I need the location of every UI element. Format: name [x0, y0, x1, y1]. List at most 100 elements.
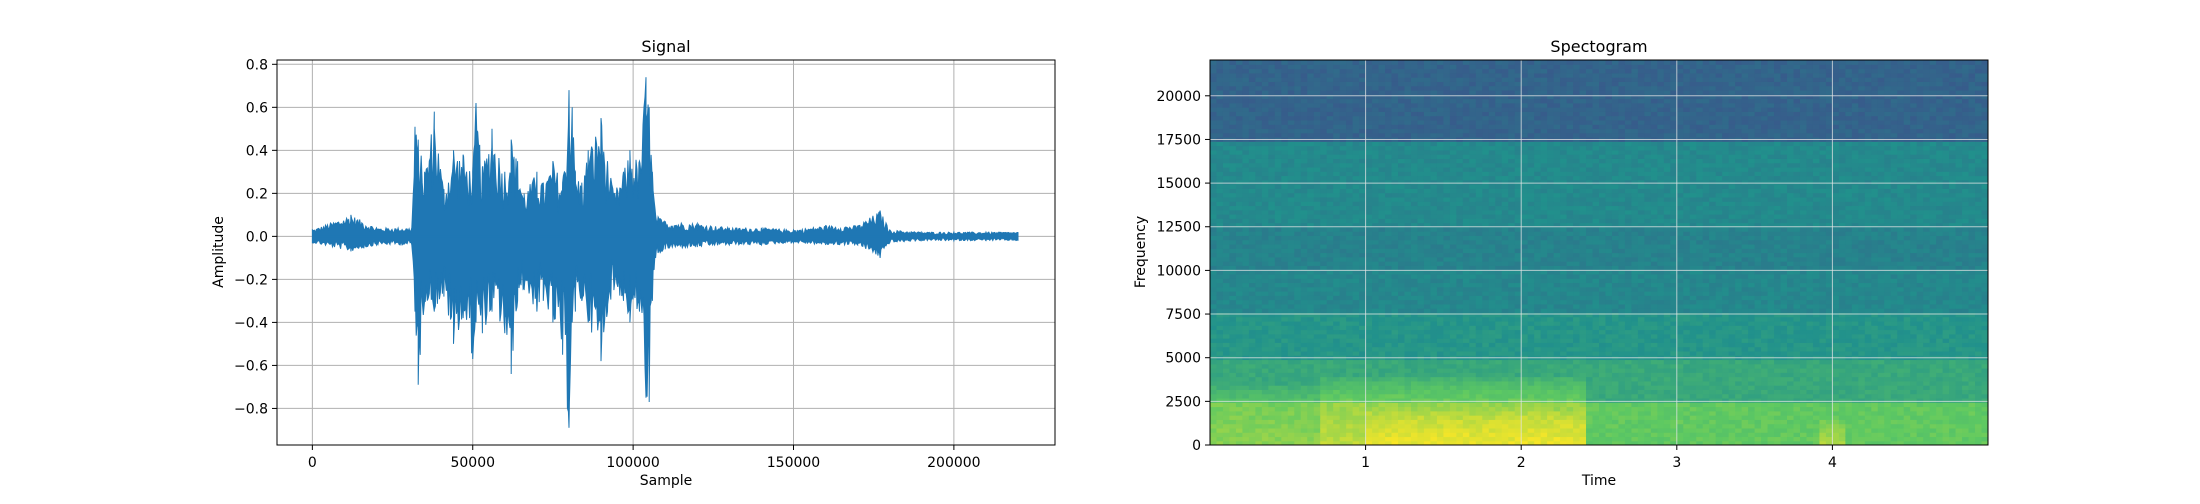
spectrogram-cell — [1528, 330, 1535, 335]
spectrogram-cell — [1398, 377, 1405, 382]
spectrogram-cell — [1210, 154, 1217, 159]
spectrogram-cell — [1294, 257, 1301, 262]
spectrogram-cell — [1450, 436, 1457, 441]
spectrogram-cell — [1223, 351, 1230, 356]
spectrogram-cell — [1392, 330, 1399, 335]
spectrogram-cell — [1411, 338, 1418, 343]
spectrogram-cell — [1541, 86, 1548, 91]
spectrogram-cell — [1560, 274, 1567, 279]
spectrogram-cell — [1476, 389, 1483, 394]
spectrogram-cell — [1424, 60, 1431, 65]
spectrogram-cell — [1463, 60, 1470, 65]
spectrogram-cell — [1541, 300, 1548, 305]
spectrogram-cell — [1476, 69, 1483, 74]
spectrogram-cell — [1288, 265, 1295, 270]
spectrogram-cell — [1236, 69, 1243, 74]
spectrogram-cell — [1223, 377, 1230, 382]
spectrogram-cell — [1554, 167, 1561, 172]
spectrogram-cell — [1327, 295, 1334, 300]
spectrogram-cell — [1236, 201, 1243, 206]
spectrogram-cell — [1288, 158, 1295, 163]
spectrogram-cell — [1372, 193, 1379, 198]
spectrogram-cell — [1294, 111, 1301, 116]
spectrogram-cell — [1210, 197, 1217, 202]
spectrogram-cell — [1346, 368, 1353, 373]
spectrogram-cell — [1528, 261, 1535, 266]
spectrogram-cell — [1281, 261, 1288, 266]
spectrogram-cell — [1307, 107, 1314, 112]
spectrogram-cell — [1463, 235, 1470, 240]
spectrogram-cell — [1508, 385, 1515, 390]
spectrogram-cell — [1294, 342, 1301, 347]
spectrogram-cell — [1411, 287, 1418, 292]
spectrogram-cell — [1430, 64, 1437, 69]
spectrogram-cell — [1547, 128, 1554, 133]
spectrogram-cell — [1236, 278, 1243, 283]
spectrogram-cell — [1385, 261, 1392, 266]
spectrogram-cell — [1314, 419, 1321, 424]
spectrogram-cell — [1281, 188, 1288, 193]
spectrogram-cell — [1216, 372, 1223, 377]
spectrogram-cell — [1392, 201, 1399, 206]
spectrogram-cell — [1385, 278, 1392, 283]
spectrogram-cell — [1398, 163, 1405, 168]
spectrogram-cell — [1450, 77, 1457, 82]
spectrogram-cell — [1372, 99, 1379, 104]
spectrogram-cell — [1547, 372, 1554, 377]
spectrogram-cell — [1229, 167, 1236, 172]
spectrogram-cell — [1236, 411, 1243, 416]
spectrogram-cell — [1301, 389, 1308, 394]
spectrogram-cell — [1534, 338, 1541, 343]
spectrogram-cell — [1236, 107, 1243, 112]
spectrogram-cell — [1320, 227, 1327, 232]
spectrogram-cell — [1307, 432, 1314, 437]
spectrogram-cell — [1262, 342, 1269, 347]
spectrogram-cell — [1301, 141, 1308, 146]
spectrogram-cell — [1456, 257, 1463, 262]
spectrogram-cell — [1476, 60, 1483, 65]
spectrogram-cell — [1320, 197, 1327, 202]
spectrogram-cell — [1495, 291, 1502, 296]
spectrogram-cell — [1210, 304, 1217, 309]
spectrogram-cell — [1482, 231, 1489, 236]
spectrogram-cell — [1242, 73, 1249, 78]
spectrogram-cell — [1528, 64, 1535, 69]
spectrogram-cell — [1249, 116, 1256, 121]
spectrogram-cell — [1236, 128, 1243, 133]
spectrogram-cell — [1327, 377, 1334, 382]
spectrogram-cell — [1528, 338, 1535, 343]
spectrogram-cell — [1482, 77, 1489, 82]
spectrogram-cell — [1320, 128, 1327, 133]
spectrogram-cell — [1314, 407, 1321, 412]
spectrogram-cell — [1327, 312, 1334, 317]
spectrogram-cell — [1223, 304, 1230, 309]
spectrogram-cell — [1333, 287, 1340, 292]
spectrogram-cell — [1255, 372, 1262, 377]
spectrogram-cell — [1372, 235, 1379, 240]
spectrogram-cell — [1437, 231, 1444, 236]
spectrogram-cell — [1216, 244, 1223, 249]
spectrogram-cell — [1346, 133, 1353, 138]
spectrogram-cell — [1560, 325, 1567, 330]
spectrogram-cell — [1424, 338, 1431, 343]
spectrogram-cell — [1430, 253, 1437, 258]
spectrogram-cell — [1307, 300, 1314, 305]
spectrogram-cell — [1534, 407, 1541, 412]
spectrogram-cell — [1275, 167, 1282, 172]
spectrogram-cell — [1288, 81, 1295, 86]
spectrogram-cell — [1255, 64, 1262, 69]
spectrogram-cell — [1411, 385, 1418, 390]
spectrogram-cell — [1456, 171, 1463, 176]
spectrogram-cell — [1443, 218, 1450, 223]
spectrogram-cell — [1508, 295, 1515, 300]
spectrogram-cell — [1340, 334, 1347, 339]
spectrogram-cell — [1301, 317, 1308, 322]
spectrogram-cell — [1495, 274, 1502, 279]
spectrogram-cell — [1314, 274, 1321, 279]
spectrogram-cell — [1476, 253, 1483, 258]
spectrogram-cell — [1320, 107, 1327, 112]
spectrogram-cell — [1340, 261, 1347, 266]
spectrogram-cell — [1281, 107, 1288, 112]
spectrogram-cell — [1430, 398, 1437, 403]
spectrogram-cell — [1320, 381, 1327, 386]
